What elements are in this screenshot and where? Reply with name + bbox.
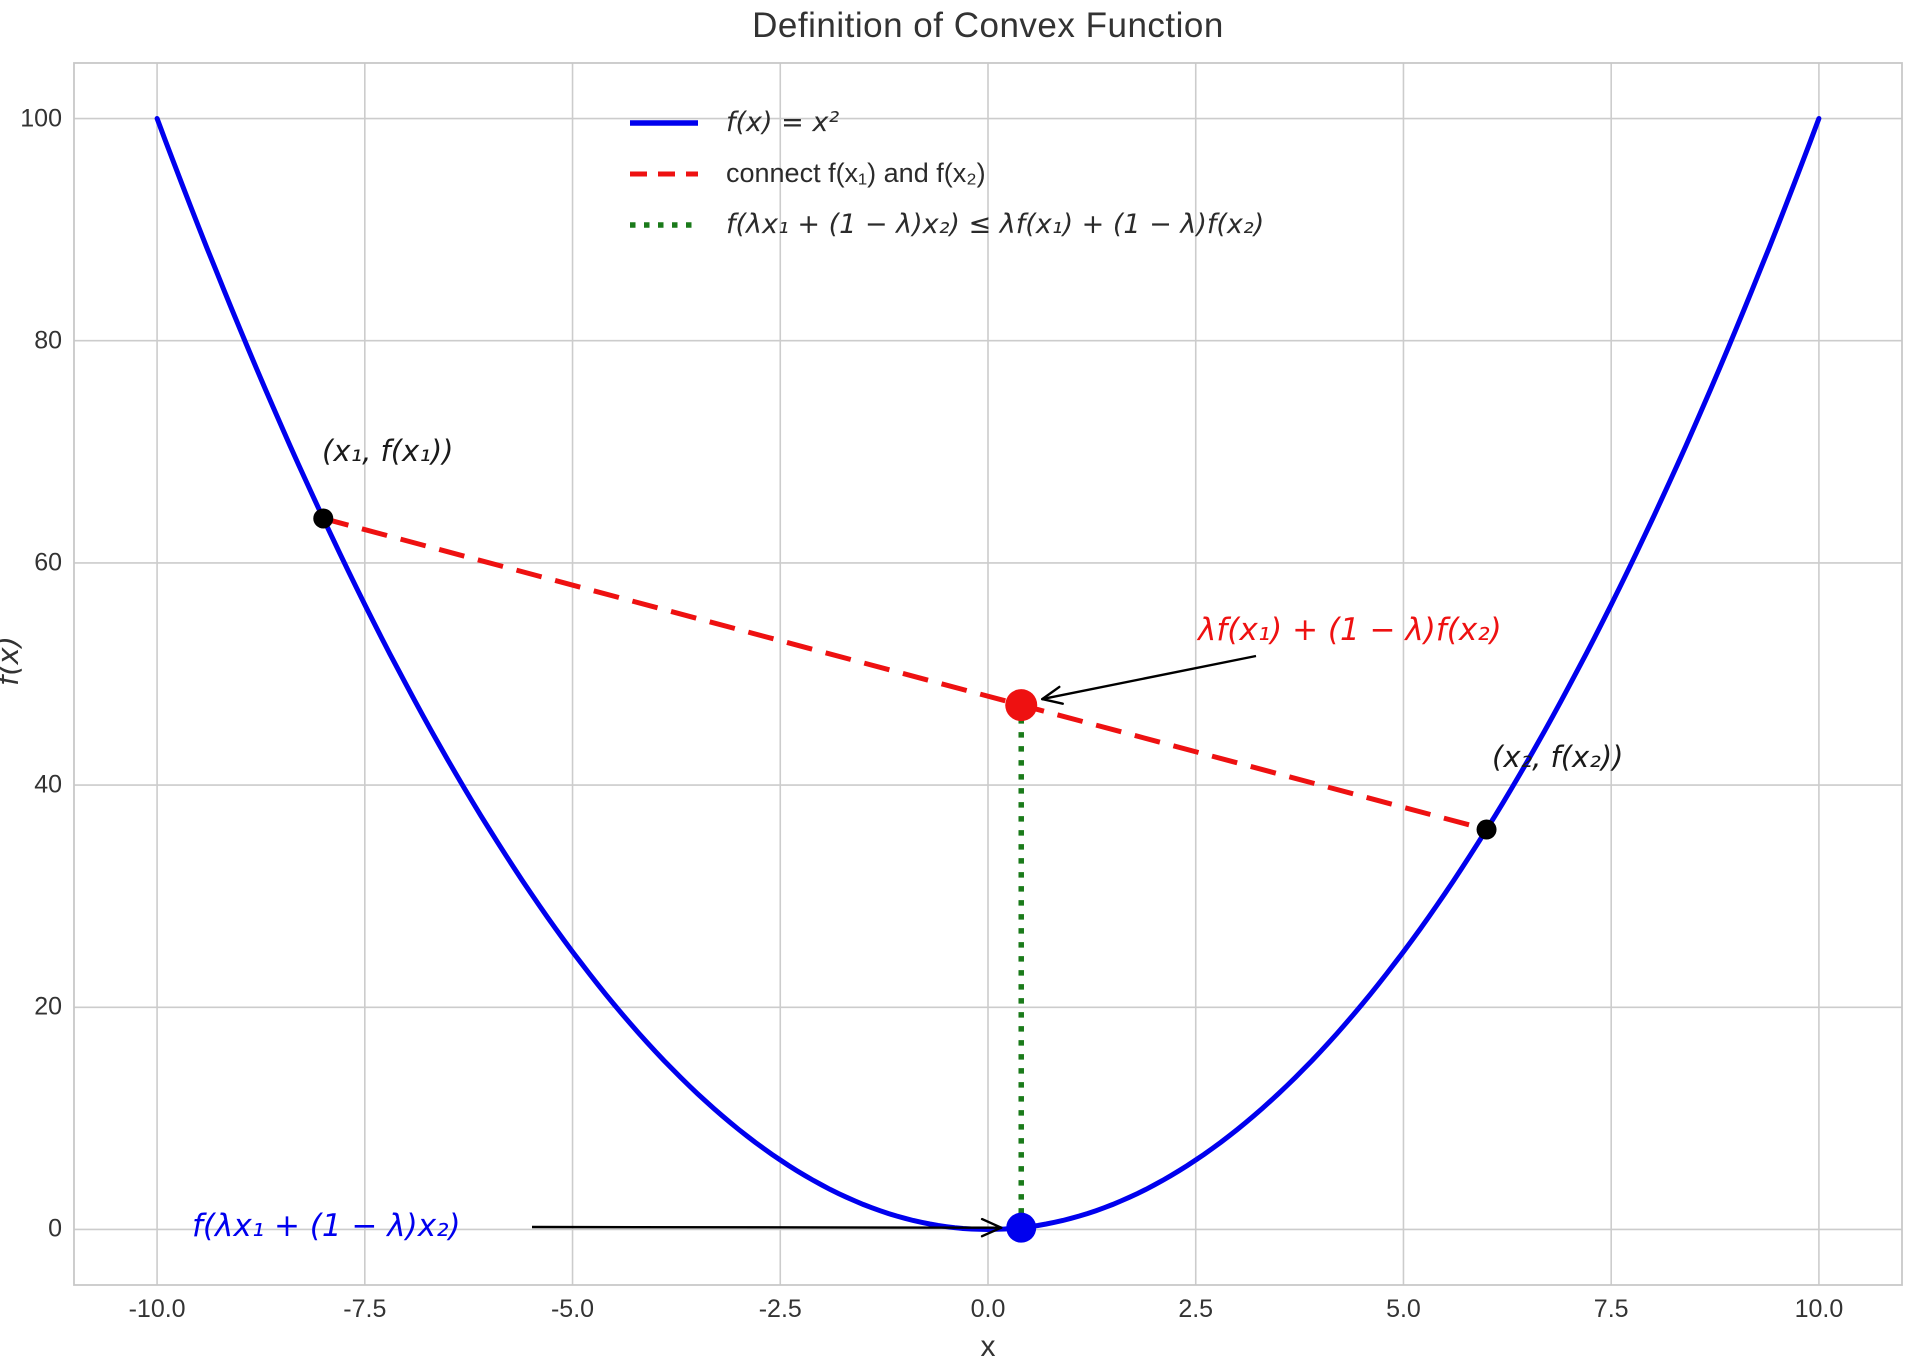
data-point-mix_f (1005, 689, 1038, 722)
y-tick-label: 80 (34, 326, 62, 355)
y-tick-label: 100 (20, 104, 62, 133)
point2-label: (x₂, f(x₂)) (1492, 740, 1624, 774)
legend-item-chord: connect f(x₁) and f(x₂) (628, 148, 1264, 199)
red-annotation-arrow-head (1041, 685, 1061, 701)
legend-line-solid-icon (630, 119, 698, 126)
blue-annotation-arrow-head (980, 1226, 1003, 1238)
x-tick-label: -2.5 (758, 1295, 802, 1323)
data-point-p2 (1476, 819, 1497, 840)
chart-title: Definition of Convex Function (752, 6, 1224, 45)
chord-dashed-line (322, 516, 1488, 832)
point1-label: (x₁, f(x₁)) (322, 434, 454, 468)
x-tick-label: -5.0 (550, 1295, 595, 1323)
legend-line-dashed-icon (630, 171, 698, 176)
axes-spine (73, 62, 1903, 1286)
y-tick-label: 0 (48, 1214, 62, 1243)
red-annotation-arrow (1041, 654, 1257, 701)
blue-annotation-arrow (531, 1225, 1002, 1229)
x-tick-label: 10.0 (1794, 1295, 1844, 1323)
red-annotation-arrow-head (1041, 697, 1064, 705)
x-tick-label: 5.0 (1386, 1295, 1421, 1323)
data-point-p1 (313, 508, 334, 529)
legend-label-chord: connect f(x₁) and f(x₂) (726, 158, 986, 188)
y-axis-label: f(x) (0, 636, 25, 686)
y-tick-label: 20 (34, 992, 62, 1021)
legend-label-curve: f(x) = x² (726, 107, 840, 138)
x-tick-label: 2.5 (1178, 1295, 1214, 1323)
y-tick-label: 60 (34, 548, 62, 577)
x-tick-label: 7.5 (1593, 1295, 1629, 1323)
curve-fx-x-squared (154, 116, 1822, 1233)
legend: f(x) = x² connect f(x₁) and f(x₂) f(λx₁ … (628, 97, 1264, 250)
blue-annotation: f(λx₁ + (1 − λ)x₂) (192, 1208, 461, 1244)
y-tick-label: 40 (34, 770, 62, 799)
legend-item-inequality: f(λx₁ + (1 − λ)x₂) ≤ λf(x₁) + (1 − λ)f(x… (628, 199, 1264, 250)
legend-line-dotted-icon (630, 221, 698, 228)
red-annotation: λf(x₁) + (1 − λ)f(x₂) (1198, 612, 1502, 648)
x-tick-label: -7.5 (343, 1295, 387, 1323)
data-point-f_mix (1006, 1212, 1037, 1243)
x-tick-label: 0.0 (970, 1295, 1006, 1323)
legend-item-curve: f(x) = x² (628, 97, 1264, 148)
legend-label-inequality: f(λx₁ + (1 − λ)x₂) ≤ λf(x₁) + (1 − λ)f(x… (726, 209, 1265, 240)
x-tick-label: -10.0 (128, 1295, 186, 1323)
x-axis-label: x (980, 1330, 996, 1363)
blue-annotation-arrow-head (980, 1217, 1003, 1229)
